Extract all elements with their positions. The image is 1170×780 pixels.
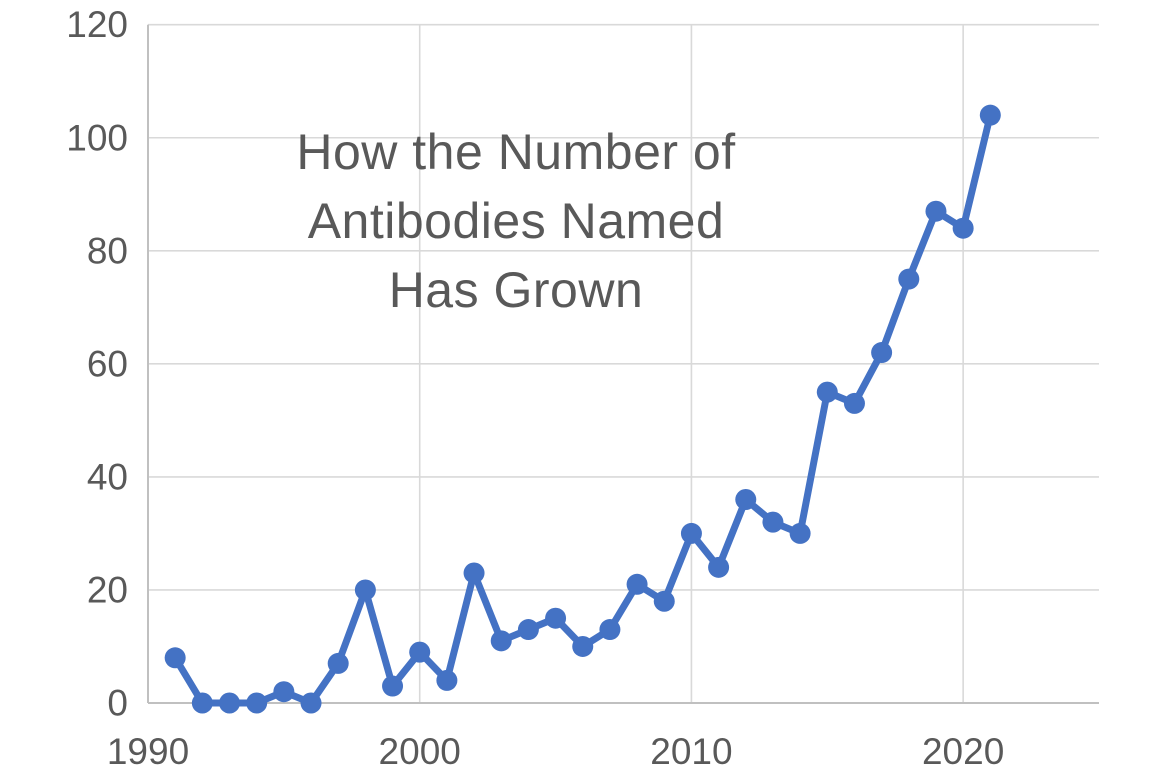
data-point: [816, 381, 838, 403]
data-point: [463, 562, 485, 584]
y-tick-label: 40: [87, 456, 128, 497]
y-tick-label: 20: [87, 569, 128, 610]
x-tick-label: 2000: [379, 731, 461, 772]
data-point: [789, 522, 811, 544]
y-tick-label: 80: [87, 230, 128, 271]
chart-title-line-3: Has Grown: [388, 262, 644, 318]
data-point: [490, 630, 512, 652]
chart-title-line-2: Antibodies Named: [307, 193, 725, 249]
data-point: [517, 619, 539, 641]
data-point: [545, 607, 567, 629]
data-point: [219, 692, 241, 714]
y-tick-label: 120: [66, 4, 128, 45]
data-point: [843, 392, 865, 414]
x-tick-label: 2010: [650, 731, 732, 772]
data-point: [952, 217, 974, 239]
data-point: [382, 675, 404, 697]
data-point: [246, 692, 268, 714]
data-point: [164, 647, 186, 669]
data-point: [273, 681, 295, 703]
data-point: [762, 511, 784, 533]
data-point: [653, 590, 675, 612]
x-tick-label: 1990: [107, 731, 189, 772]
data-point: [735, 489, 757, 511]
y-tick-label: 60: [87, 343, 128, 384]
data-point: [871, 342, 893, 364]
data-point: [354, 579, 376, 601]
chart-title-line-1: How the Number of: [296, 124, 736, 180]
data-point: [979, 104, 1001, 126]
data-point: [327, 652, 349, 674]
y-tick-label: 0: [107, 683, 128, 724]
data-point: [300, 692, 322, 714]
data-point: [680, 522, 702, 544]
y-tick-label: 100: [66, 117, 128, 158]
data-point: [191, 692, 213, 714]
data-point: [572, 635, 594, 657]
data-point: [898, 268, 920, 290]
data-point: [599, 619, 621, 641]
data-point: [409, 641, 431, 663]
data-point: [626, 573, 648, 595]
data-point: [925, 200, 947, 222]
data-point: [436, 669, 458, 691]
data-point: [708, 556, 730, 578]
x-tick-label: 2020: [922, 731, 1004, 772]
chart-title: How the Number of Antibodies Named Has G…: [116, 118, 916, 325]
